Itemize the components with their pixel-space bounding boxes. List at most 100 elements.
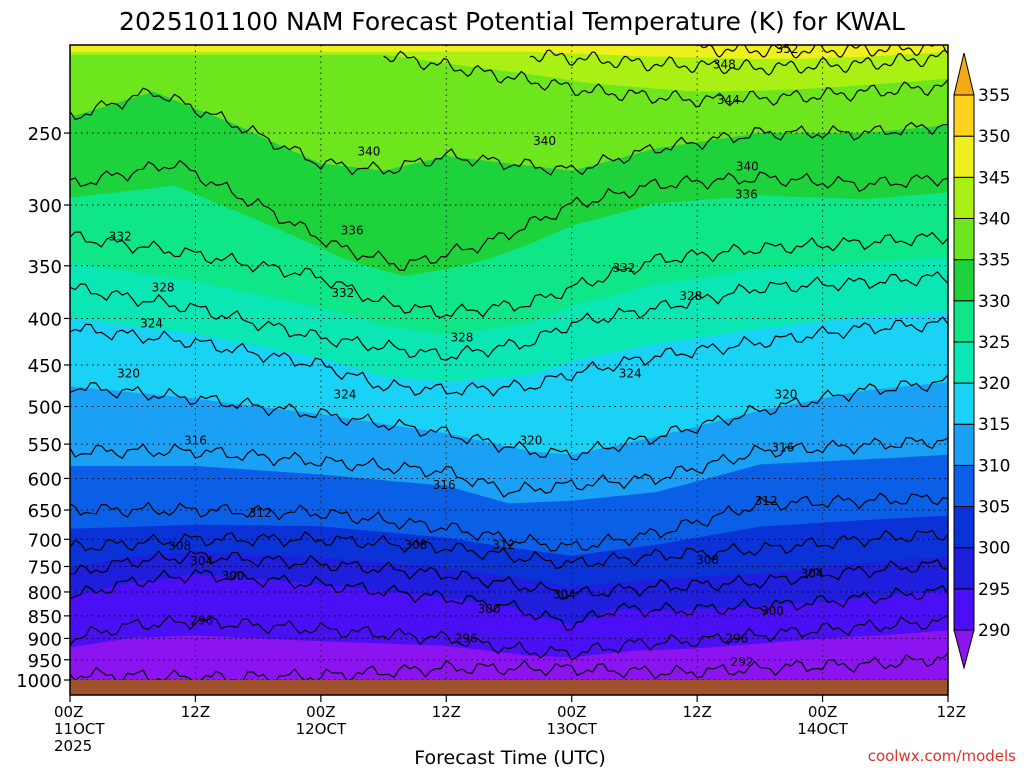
colorbar-seg — [953, 135, 975, 178]
x-tick-label: 00Z — [54, 703, 83, 721]
contour-label: 312 — [492, 538, 515, 552]
colorbar-label: 295 — [978, 580, 1010, 600]
x-tick-label: 00Z — [306, 703, 335, 721]
contour-label: 332 — [613, 261, 636, 275]
colorbar-under — [953, 629, 975, 670]
colorbar-seg — [953, 464, 975, 508]
contour-label: 300 — [478, 602, 501, 616]
x-tick-label: 11OCT — [54, 720, 105, 738]
credit-text[interactable]: coolwx.com/models — [868, 747, 1016, 765]
contour-label: 324 — [140, 316, 163, 330]
contour-label: 296 — [190, 613, 213, 627]
y-tick-label: 850 — [28, 607, 62, 628]
contour-316 — [70, 436, 948, 498]
colorbar-seg — [953, 423, 975, 466]
y-tick-label: 900 — [28, 629, 62, 650]
contour-label: 352 — [776, 42, 799, 56]
contour-label: 340 — [357, 145, 380, 159]
contour-300 — [70, 568, 948, 631]
x-tick-label: 12Z — [181, 703, 210, 721]
contour-296 — [70, 614, 948, 661]
x-axis-label: Forecast Time (UTC) — [414, 747, 605, 768]
y-tick-label: 350 — [28, 257, 62, 278]
colorbar-label: 330 — [978, 292, 1010, 312]
contour-label: 308 — [696, 553, 719, 567]
contour-340 — [70, 87, 948, 176]
contour-label: 340 — [533, 134, 556, 148]
plot-area: 352 348 344 340 340 340 336 336 332 332 332 328 328 3… — [69, 42, 949, 696]
contour-344 — [383, 50, 948, 108]
colorbar-seg — [953, 300, 975, 343]
contour-label: 344 — [717, 93, 740, 107]
x-tick-label: 12OCT — [296, 720, 347, 738]
y-tick-label: 1000 — [16, 671, 62, 692]
colorbar-seg — [953, 588, 975, 631]
y-tick-label: 500 — [28, 398, 62, 419]
y-tick-label: 450 — [28, 356, 62, 377]
colorbar-seg — [953, 176, 975, 219]
y-tick-label: 700 — [28, 530, 62, 551]
contour-332 — [70, 231, 948, 319]
band-290 — [70, 630, 948, 695]
x-tick-label: 12Z — [432, 703, 461, 721]
contour-label: 328 — [451, 331, 474, 345]
contour-label: 308 — [168, 539, 191, 553]
colorbar-label: 320 — [978, 374, 1010, 394]
contour-312 — [70, 492, 948, 552]
colorbar-over — [953, 52, 975, 96]
x-tick-label: 14OCT — [797, 720, 848, 738]
contour-label: 304 — [190, 554, 213, 568]
y-tick-label: 250 — [28, 124, 62, 145]
surface-band — [70, 680, 948, 695]
colorbar-label: 335 — [978, 251, 1010, 271]
colorbar-seg — [953, 259, 975, 302]
x-tick-label: 12Z — [937, 703, 966, 721]
contour-label: 296 — [725, 631, 748, 645]
contour-label: 312 — [249, 506, 272, 520]
contour-label: 292 — [731, 655, 754, 669]
contour-336 — [70, 159, 948, 271]
y-axis: 2503003504004505005506006507007508008509… — [16, 124, 70, 692]
contour-label: 316 — [771, 441, 794, 455]
contour-label: 324 — [333, 388, 356, 402]
contour-label: 304 — [801, 566, 824, 580]
contour-label: 328 — [152, 281, 175, 295]
contour-label: 296 — [455, 631, 478, 645]
colorbar-seg — [953, 382, 975, 425]
y-tick-label: 950 — [28, 651, 62, 672]
contour-304 — [70, 550, 948, 600]
contour-label: 332 — [109, 230, 132, 244]
colorbar: 290 295 300 305 310 315 320 325 330 335 340 345 350 3… — [953, 52, 1010, 670]
x-tick-label: 2025 — [54, 737, 92, 755]
colorbar-label: 345 — [978, 168, 1010, 188]
contour-292 — [70, 652, 948, 687]
colorbar-seg — [953, 341, 975, 384]
contour-label: 332 — [331, 286, 354, 300]
colorbar-seg — [953, 506, 975, 549]
x-tick-label: 12Z — [682, 703, 711, 721]
contour-lines — [70, 45, 948, 687]
contour-label: 348 — [713, 57, 736, 71]
grid-lines — [70, 45, 948, 681]
contour-324 — [70, 316, 948, 397]
contour-label: 320 — [519, 434, 542, 448]
colorbar-seg — [953, 547, 975, 590]
colorbar-label: 350 — [978, 127, 1010, 147]
contour-320 — [70, 374, 948, 461]
contour-352 — [699, 45, 948, 59]
colorbar-label: 315 — [978, 415, 1010, 435]
colorbar-label: 305 — [978, 498, 1010, 518]
colorbar-label: 300 — [978, 539, 1010, 559]
contour-308 — [70, 529, 948, 569]
contour-label: 320 — [117, 367, 140, 381]
contour-348 — [529, 49, 948, 76]
contour-label: 316 — [433, 478, 456, 492]
y-tick-label: 400 — [28, 309, 62, 330]
contour-label: 304 — [553, 587, 576, 601]
y-tick-label: 800 — [28, 583, 62, 604]
contour-label: 300 — [761, 604, 784, 618]
colorbar-seg — [953, 217, 975, 261]
colorbar-label: 325 — [978, 333, 1010, 353]
